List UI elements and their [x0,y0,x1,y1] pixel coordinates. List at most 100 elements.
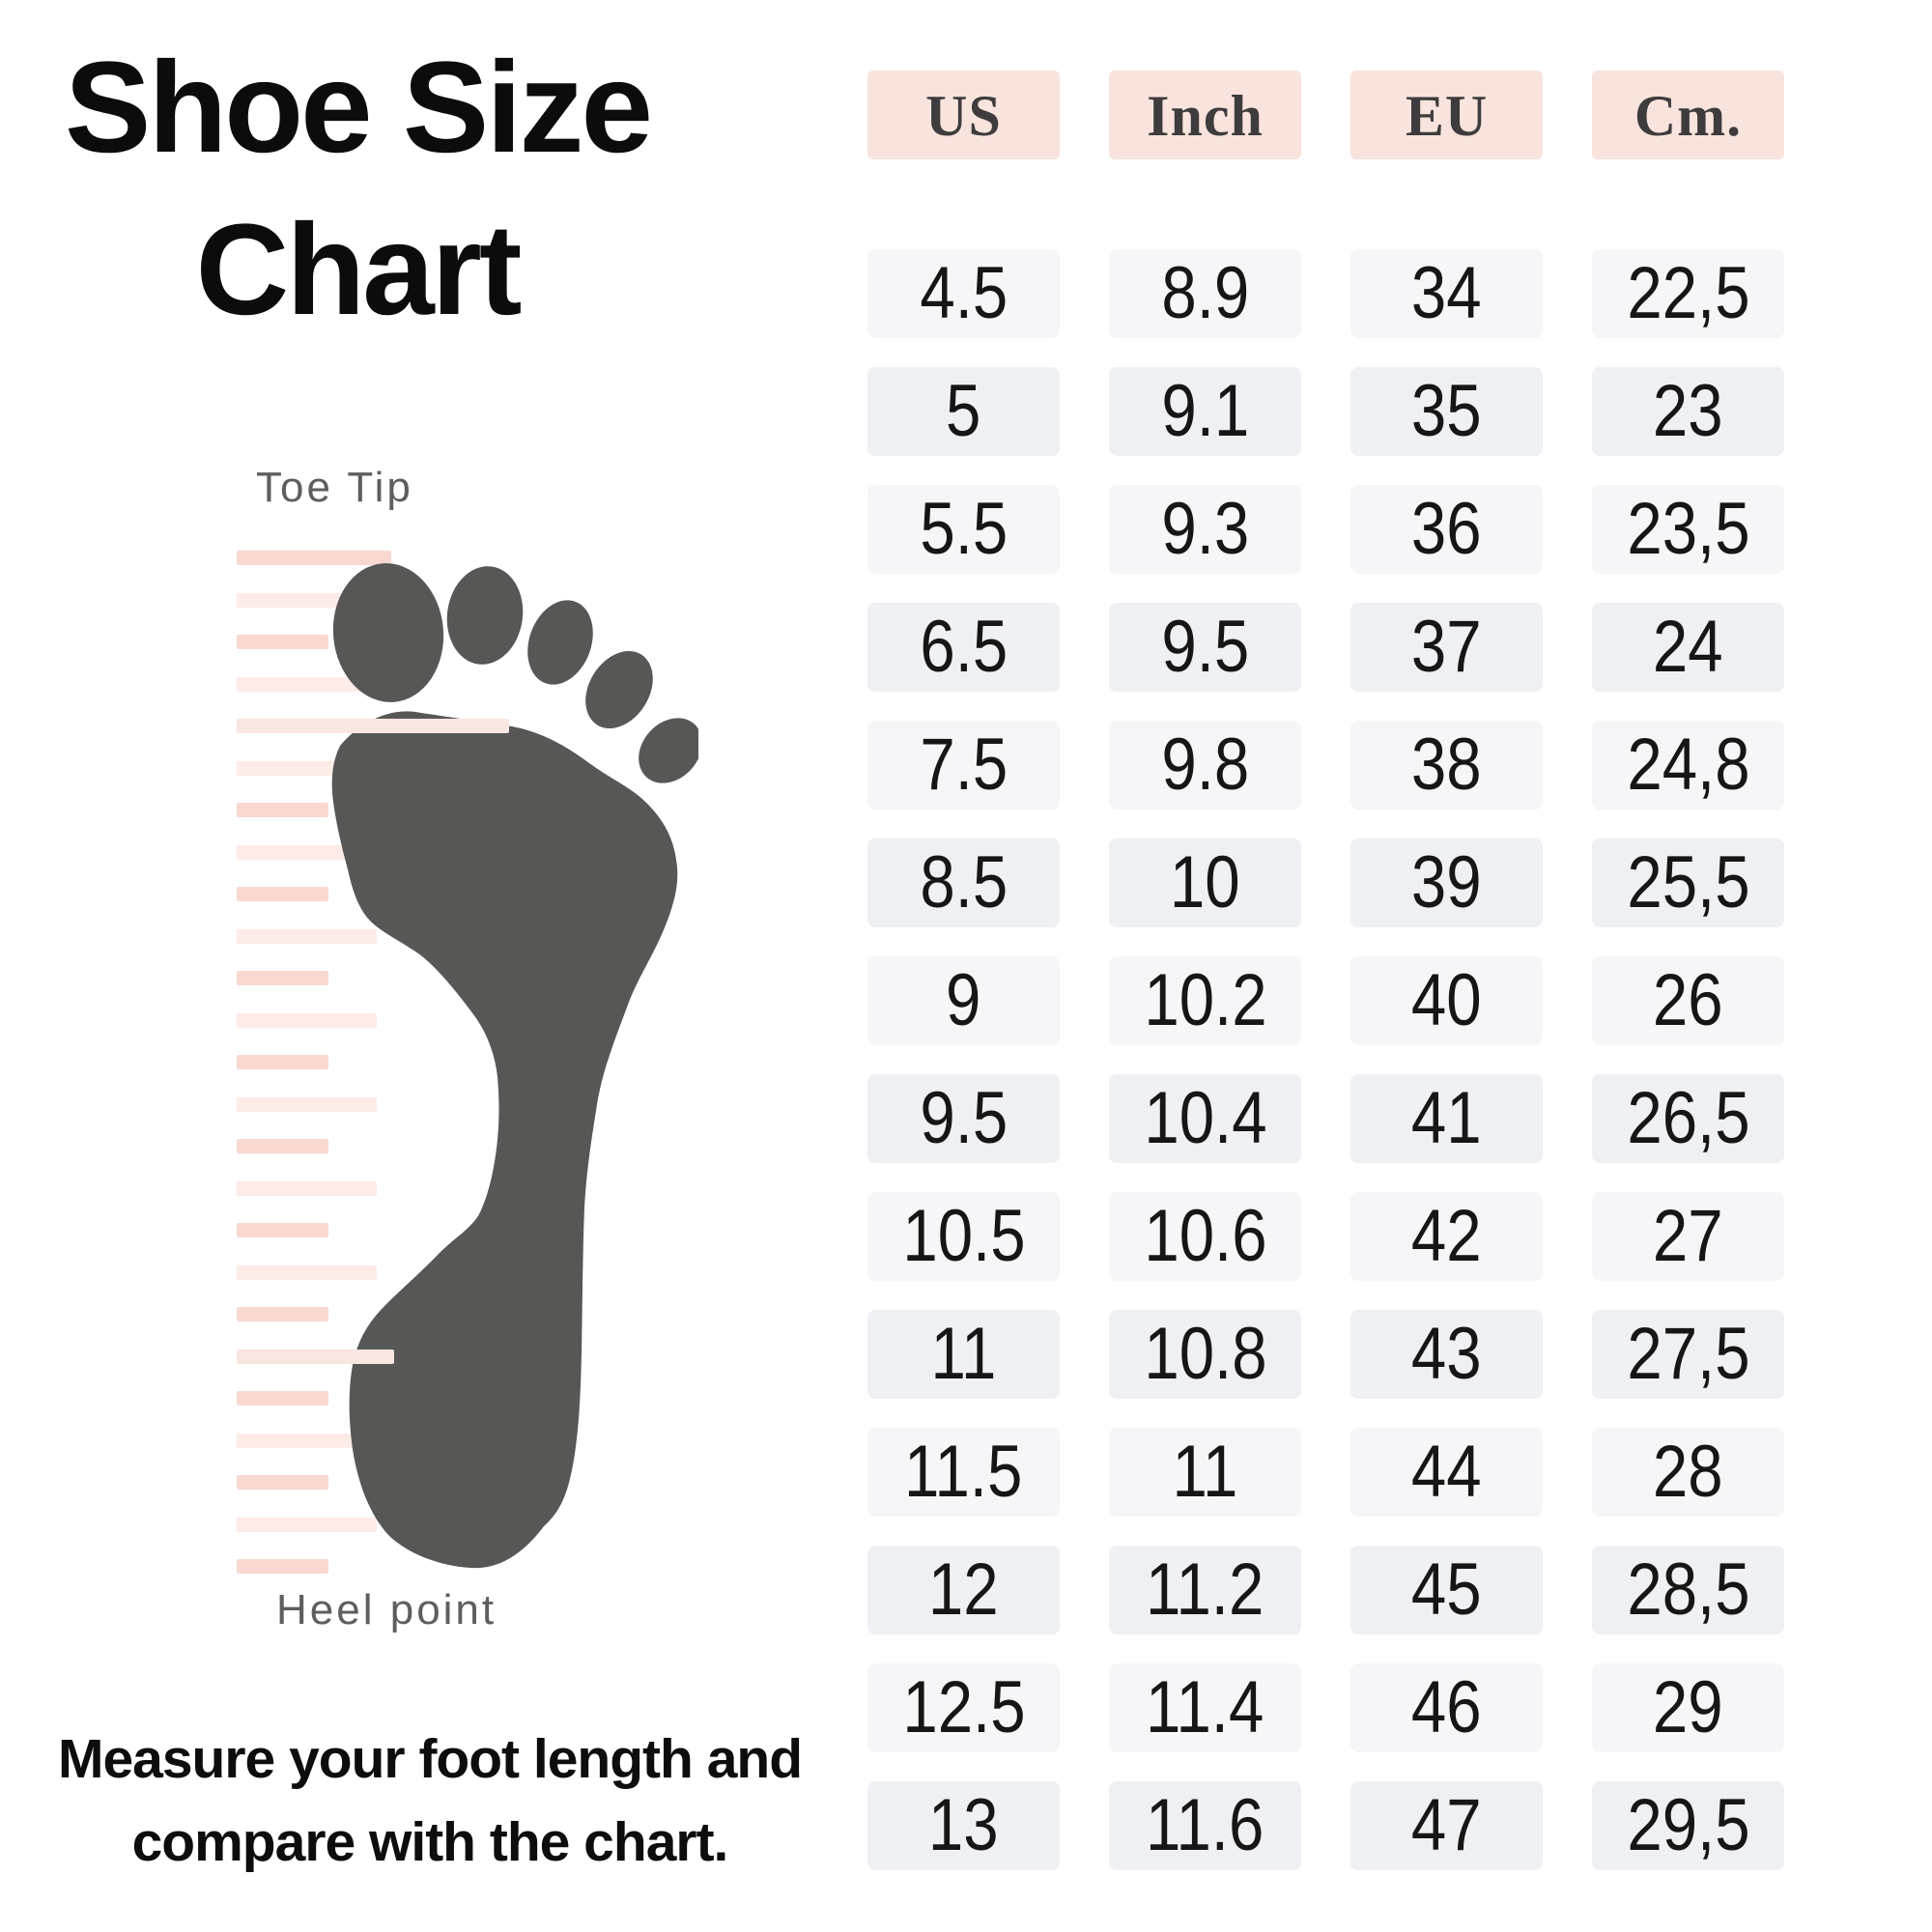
table-cell: 11.5 [867,1428,1060,1517]
sole [331,711,678,1569]
table-cell: 11 [1109,1428,1301,1517]
table-cell: 13 [867,1781,1060,1870]
cell-value: 9.3 [1161,488,1249,570]
table-cell: 5 [867,367,1060,456]
table-cell: 10.2 [1109,956,1301,1045]
table-cell: 10.4 [1109,1074,1301,1163]
table-cell: 12 [867,1546,1060,1634]
cell-value: 11.2 [1146,1548,1264,1631]
table-cell: 8.5 [867,838,1060,927]
size-table-header: US Inch EU Cm. [867,71,1784,159]
column-header-eu: EU [1350,71,1543,159]
table-cell: 27 [1592,1192,1784,1281]
cell-value: 36 [1411,488,1482,570]
third-toe [527,600,593,685]
table-cell: 45 [1350,1546,1543,1634]
ruler-bar [237,676,377,692]
ruler-bar [237,1096,377,1112]
cell-value: 8.5 [920,841,1008,923]
table-cell: 11.2 [1109,1546,1301,1634]
toe-tip-label: Toe Tip [256,464,413,511]
cell-value: 11.5 [904,1431,1023,1513]
ruler-bar [237,803,328,817]
cell-value: 47 [1411,1784,1482,1866]
cell-value: 46 [1411,1666,1482,1748]
table-cell: 22,5 [1592,249,1784,338]
column-header-cm: Cm. [1592,71,1784,159]
table-cell: 37 [1350,603,1543,692]
ruler-bar [237,1180,377,1196]
cell-value: 38 [1411,724,1482,806]
table-cell: 6.5 [867,603,1060,692]
table-cell: 10.5 [867,1192,1060,1281]
pinky-toe [639,718,698,783]
ruler-bar [237,1223,328,1237]
table-cell: 28,5 [1592,1546,1784,1634]
ruler-bar [237,1012,377,1028]
cell-value: 24,8 [1626,724,1750,806]
cell-value: 42 [1411,1195,1482,1277]
table-cell: 9.8 [1109,721,1301,810]
ruler-bar [237,1391,328,1406]
cell-value: 10.8 [1143,1313,1267,1395]
cell-value: 41 [1411,1077,1482,1159]
cell-value: 26 [1653,959,1723,1041]
title-line-2: Chart [195,198,523,342]
fourth-toe [585,651,653,728]
cell-value: 35 [1411,370,1482,452]
table-cell: 36 [1350,485,1543,574]
cell-value: 23 [1653,370,1723,452]
cell-value: 12 [928,1548,999,1631]
table-cell: 24,8 [1592,721,1784,810]
cell-value: 10.2 [1143,959,1267,1041]
ruler-bar [237,844,377,860]
table-cell: 42 [1350,1192,1543,1281]
table-cell: 26,5 [1592,1074,1784,1163]
table-cell: 11 [867,1310,1060,1399]
cell-value: 10.4 [1143,1077,1267,1159]
cell-value: 6.5 [920,606,1008,688]
cell-value: 22,5 [1626,252,1750,334]
size-table-body: 4.5 8.9 34 22,5 5 9.1 35 23 5.5 9.3 36 23,5 6.5 9.5 37… [867,249,1784,1870]
big-toe [332,563,444,702]
cell-value: 29 [1653,1666,1723,1748]
ruler-bar [237,635,328,649]
footer-line-2: compare with the chart. [131,1811,729,1873]
cell-value: 29,5 [1626,1784,1750,1866]
cell-value: 26,5 [1626,1077,1750,1159]
footer-line-1: Measure your foot length and [57,1728,803,1790]
cell-value: 12.5 [901,1666,1026,1748]
cell-value: 45 [1411,1548,1482,1631]
table-cell: 11.4 [1109,1663,1301,1752]
table-cell: 10.8 [1109,1310,1301,1399]
cell-value: 5.5 [920,488,1008,570]
table-cell: 25,5 [1592,838,1784,927]
table-cell: 40 [1350,956,1543,1045]
ruler-bar [237,719,509,733]
cell-value: 8.9 [1161,252,1249,334]
cell-value: 39 [1411,841,1482,923]
ruler-bar [237,1349,394,1364]
ruler-bar [237,1139,328,1153]
cell-value: 23,5 [1626,488,1750,570]
table-cell: 5.5 [867,485,1060,574]
ruler-bar [237,1433,377,1448]
cell-value: 11.6 [1146,1784,1264,1866]
table-cell: 9.3 [1109,485,1301,574]
ruler-bar [237,1307,328,1321]
column-header-us: US [867,71,1060,159]
ruler-bar [237,1517,377,1532]
cell-value: 9.5 [1161,606,1249,688]
table-cell: 23 [1592,367,1784,456]
second-toe [446,566,524,665]
cell-value: 7.5 [920,724,1008,806]
cell-value: 9 [946,959,981,1041]
footprint-shape [331,563,698,1569]
cell-value: 10.6 [1143,1195,1267,1277]
ruler-bar [237,551,391,565]
table-cell: 46 [1350,1663,1543,1752]
ruler-bar [237,1055,328,1069]
table-cell: 10 [1109,838,1301,927]
ruler-bar [237,1264,377,1280]
footer-note: Measure your foot length and compare wit… [0,1718,860,1884]
